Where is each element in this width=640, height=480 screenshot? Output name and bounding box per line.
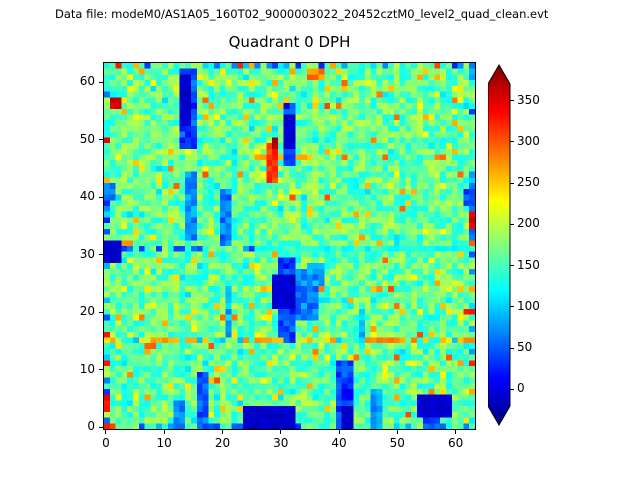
y-axis-tick-label: 10	[79, 361, 95, 376]
colorbar-tick-label: 150	[517, 257, 540, 272]
colorbar-tick	[510, 265, 514, 267]
colorbar-tick-label: 50	[517, 340, 533, 355]
x-axis-tick	[280, 430, 282, 434]
y-axis-tick	[99, 254, 103, 256]
y-axis-tick-label: 0	[87, 419, 95, 434]
x-axis-tick	[221, 430, 223, 434]
colorbar-tick-label: 300	[517, 133, 540, 148]
x-axis-tick-label: 50	[389, 436, 405, 450]
y-axis-tick	[99, 311, 103, 313]
x-axis-tick-label: 20	[214, 436, 231, 450]
colorbar-tick	[510, 347, 514, 349]
colorbar-tick	[510, 100, 514, 101]
y-axis-tick	[99, 81, 103, 83]
plot-title: Quadrant 0 DPH	[228, 33, 351, 51]
colorbar-gradient	[488, 64, 511, 426]
colorbar-tick-label: 200	[517, 216, 540, 231]
x-axis-tick-label: 30	[273, 436, 289, 450]
y-axis-tick	[99, 139, 103, 141]
y-axis-tick-label: 60	[79, 74, 95, 89]
y-axis-tick-label: 30	[79, 246, 95, 261]
heatmap-image	[104, 63, 475, 429]
x-axis-tick-label: 0	[102, 436, 110, 450]
colorbar-tick-label: 350	[517, 92, 540, 107]
heatmap-axes	[103, 62, 476, 430]
y-axis-tick	[99, 196, 103, 198]
colorbar-tick-label: 100	[517, 298, 540, 313]
colorbar-tick	[510, 182, 514, 184]
y-axis-tick-label: 20	[79, 304, 95, 319]
colorbar-tick-label: 0	[517, 381, 525, 396]
colorbar-tick	[510, 141, 514, 143]
y-axis-tick	[99, 369, 103, 371]
x-axis-tick	[455, 430, 457, 434]
x-axis-tick	[396, 430, 398, 434]
x-axis-tick-label: 40	[331, 436, 347, 450]
x-axis-tick	[163, 430, 165, 434]
x-axis-tick	[105, 430, 107, 434]
x-axis-tick-label: 60	[447, 436, 464, 450]
colorbar-tick	[510, 388, 514, 390]
colorbar-tick	[510, 223, 514, 225]
colorbar	[488, 64, 511, 426]
colorbar-tick	[510, 306, 514, 308]
x-axis-tick-label: 10	[156, 436, 172, 450]
x-axis-tick	[338, 430, 340, 434]
y-axis-tick-label: 40	[79, 189, 95, 204]
y-axis-tick-label: 50	[79, 131, 95, 146]
data-file-label: Data file: modeM0/AS1A05_160T02_90000030…	[55, 7, 549, 21]
colorbar-tick-label: 250	[517, 175, 540, 190]
y-axis-tick	[99, 426, 103, 428]
